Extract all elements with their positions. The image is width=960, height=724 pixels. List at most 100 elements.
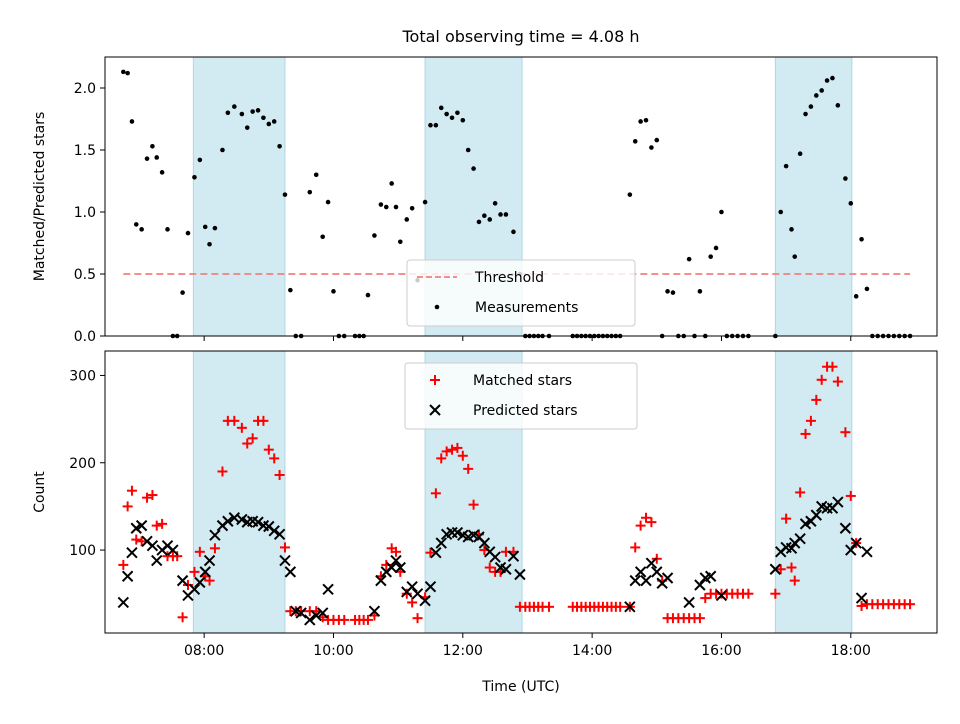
measurement-point xyxy=(471,166,476,171)
x-axis-label: Time (UTC) xyxy=(481,679,559,695)
predicted-stars-point xyxy=(316,607,329,619)
predicted-stars-point xyxy=(704,570,717,582)
measurement-point xyxy=(482,213,487,219)
measurement-point xyxy=(638,119,643,124)
bottom-legend-box xyxy=(404,362,638,430)
measurement-point xyxy=(365,292,371,298)
predicted-stars-point xyxy=(850,537,862,549)
measurement-point xyxy=(271,119,277,124)
predicted-stars-point xyxy=(146,539,159,552)
top-legend: Threshold Measurements xyxy=(406,259,636,327)
predicted-stars-point xyxy=(507,550,520,562)
measurement-point xyxy=(331,289,336,294)
y-tick-label: 1.0 xyxy=(74,205,96,221)
measurement-point xyxy=(255,108,261,113)
measurement-point xyxy=(428,122,433,128)
measurement-point xyxy=(159,170,165,175)
predicted-stars-point xyxy=(394,561,407,574)
predicted-stars-point xyxy=(121,570,134,582)
matched-stars-point xyxy=(362,614,373,625)
matched-stars-point xyxy=(905,599,916,610)
x-tick-label: 14:00 xyxy=(572,643,612,659)
predicted-stars-point xyxy=(683,596,695,609)
measurement-point xyxy=(654,137,660,143)
measurement-point xyxy=(783,163,789,169)
measurement-point xyxy=(180,290,185,295)
matched-stars-point xyxy=(781,513,792,524)
measurement-point xyxy=(225,110,231,116)
predicted-stars-point xyxy=(500,563,512,575)
predicted-stars-point xyxy=(645,557,658,569)
matched-stars-point xyxy=(635,520,646,531)
matched-stars-point xyxy=(827,361,838,372)
measurement-point xyxy=(492,201,498,206)
measurement-point xyxy=(244,125,250,130)
predicted-stars-point xyxy=(222,515,234,527)
measurement-point xyxy=(165,227,170,232)
legend-plus-marker xyxy=(430,375,440,385)
matched-stars-point xyxy=(795,487,806,498)
measurement-point xyxy=(202,224,208,230)
matched-stars-point xyxy=(229,415,240,426)
top-panel: 0.0 0.5 1.0 1.5 2.0 Total observing time = 4… xyxy=(32,27,938,345)
measurement-point xyxy=(313,172,319,178)
bottom-legend: Matched stars Predicted stars xyxy=(404,362,638,430)
measurement-point xyxy=(133,222,139,227)
measurement-point xyxy=(803,111,808,117)
predicted-stars-point xyxy=(406,581,418,593)
measurement-point xyxy=(670,290,676,295)
predicted-stars-point xyxy=(489,551,501,563)
matched-stars-point xyxy=(247,433,258,444)
matched-stars-point xyxy=(142,492,153,503)
predicted-stars-point xyxy=(845,544,857,556)
predicted-stars-point xyxy=(435,537,447,549)
matched-stars-point xyxy=(390,546,401,557)
measurement-point xyxy=(192,174,197,180)
predicted-stars-point xyxy=(252,516,264,528)
measurement-point xyxy=(511,229,516,235)
legend-label-threshold: Threshold xyxy=(474,270,544,286)
x-tick-label: 18:00 xyxy=(831,643,871,659)
measurement-point xyxy=(207,241,212,247)
predicted-stars-point xyxy=(694,579,706,591)
measurement-point xyxy=(830,75,835,81)
matched-stars-point xyxy=(118,559,129,570)
measurement-point xyxy=(185,230,191,236)
y-tick-label: 0.0 xyxy=(74,329,96,345)
predicted-stars-point xyxy=(273,528,286,541)
matched-stars-point xyxy=(452,442,463,453)
matched-stars-point xyxy=(296,606,307,617)
matched-stars-point xyxy=(217,466,228,477)
matched-stars-point xyxy=(457,450,468,461)
matched-stars-point xyxy=(172,551,183,562)
top-legend-box xyxy=(406,259,636,327)
matched-stars-point xyxy=(412,613,423,624)
legend-label-measurements: Measurements xyxy=(475,300,578,316)
y-tick-label: 200 xyxy=(69,456,96,472)
measurement-point xyxy=(389,181,394,186)
matched-stars-point xyxy=(484,562,495,573)
y-tick-label: 300 xyxy=(69,368,96,384)
measurement-point xyxy=(449,115,455,121)
measurement-point xyxy=(476,219,482,225)
measurement-point xyxy=(503,212,509,217)
predicted-stars-point xyxy=(176,574,189,587)
measurement-point xyxy=(307,189,313,195)
predicted-stars-point xyxy=(390,554,402,567)
matched-stars-point xyxy=(274,469,285,480)
measurement-point xyxy=(404,217,410,222)
measurement-point xyxy=(144,156,150,161)
measurement-point xyxy=(697,289,703,294)
measurement-point xyxy=(824,78,830,83)
matched-stars-point xyxy=(177,612,188,623)
predicted-stars-point xyxy=(126,546,138,559)
measurement-point xyxy=(848,201,854,206)
x-tick-label: 12:00 xyxy=(443,643,483,659)
predicted-stars-point xyxy=(640,574,652,587)
predicted-stars-point xyxy=(634,566,647,578)
predicted-stars-point xyxy=(785,542,798,555)
legend-label-predicted-stars: Predicted stars xyxy=(473,403,578,419)
measurement-point xyxy=(438,105,444,111)
predicted-stars-point xyxy=(661,572,674,584)
matched-stars-point xyxy=(122,501,133,512)
